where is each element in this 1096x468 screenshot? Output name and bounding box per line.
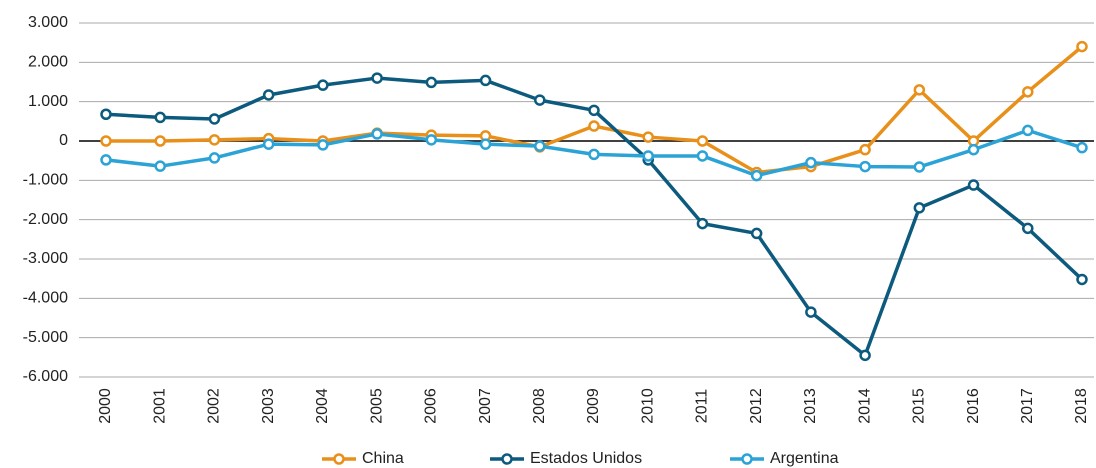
marker (1076, 141, 1088, 154)
y-tick-label: -6.000 (23, 368, 68, 385)
marker (1022, 86, 1034, 98)
y-tick-label: -5.000 (23, 329, 68, 346)
marker (154, 135, 166, 147)
x-tick-label: 2005 (368, 388, 385, 424)
marker (696, 217, 709, 230)
marker (425, 134, 438, 146)
marker (262, 138, 275, 150)
marker (967, 143, 980, 156)
marker (1076, 40, 1088, 53)
marker (1076, 273, 1088, 286)
legend-label: Estados Unidos (530, 450, 642, 467)
y-tick-label: 0 (59, 132, 68, 149)
y-tick-label: -3.000 (23, 250, 68, 267)
line (105, 76, 1084, 358)
x-tick-label: 2008 (531, 388, 548, 424)
marker (642, 150, 654, 162)
marker (100, 154, 112, 166)
legend-marker (333, 453, 345, 465)
marker (967, 179, 980, 191)
x-tick-label: 2014 (856, 388, 873, 424)
marker (208, 134, 221, 146)
marker (805, 306, 817, 318)
marker (588, 120, 600, 132)
x-tick-label: 2004 (314, 388, 331, 424)
marker (913, 202, 926, 214)
marker (154, 111, 166, 124)
marker (100, 135, 112, 147)
marker (262, 89, 275, 101)
x-tick-label: 2006 (423, 388, 440, 424)
marker (317, 139, 329, 151)
marker (371, 128, 383, 140)
marker (750, 227, 763, 240)
y-tick-label: -1.000 (23, 172, 68, 189)
x-tick-label: 2016 (965, 388, 982, 424)
marker (1022, 124, 1034, 137)
marker (208, 152, 221, 164)
x-tick-label: 2012 (748, 388, 765, 424)
x-tick-label: 2013 (802, 388, 819, 424)
marker (750, 169, 763, 182)
x-tick-label: 2003 (260, 388, 277, 424)
legend-label: China (362, 450, 404, 467)
x-tick-label: 2007 (477, 388, 494, 424)
marker (588, 104, 600, 117)
x-tick-label: 2018 (1073, 388, 1090, 424)
marker (859, 349, 871, 362)
y-tick-label: -2.000 (23, 211, 68, 228)
marker (425, 76, 438, 89)
legend-marker (741, 453, 753, 465)
x-tick-label: 2002 (206, 388, 223, 424)
marker (642, 131, 654, 143)
marker (208, 113, 221, 125)
marker (154, 160, 166, 172)
legend-marker (501, 453, 513, 465)
legend-label: Argentina (770, 450, 839, 467)
x-tick-label: 2009 (585, 388, 602, 424)
marker (479, 138, 492, 150)
marker (913, 84, 926, 96)
marker (859, 143, 871, 156)
x-tick-label: 2010 (639, 388, 656, 424)
marker (534, 94, 546, 106)
marker (534, 140, 546, 152)
marker (913, 161, 926, 173)
y-tick-label: -4.000 (23, 290, 68, 307)
marker (317, 79, 329, 91)
marker (805, 156, 817, 169)
marker (371, 72, 383, 84)
x-tick-label: 2000 (97, 388, 114, 424)
marker (100, 108, 112, 121)
y-tick-label: 1.000 (28, 93, 68, 110)
marker (859, 160, 871, 173)
marker (1022, 222, 1034, 235)
x-tick-label: 2015 (911, 388, 928, 424)
marker (479, 74, 492, 87)
x-tick-label: 2001 (151, 388, 168, 424)
marker (696, 135, 709, 147)
marker (588, 148, 600, 161)
y-tick-label: 3.000 (28, 14, 68, 31)
marker (696, 150, 709, 162)
x-tick-label: 2011 (694, 389, 711, 424)
x-tick-label: 2017 (1019, 388, 1036, 424)
y-tick-label: 2.000 (28, 54, 68, 71)
